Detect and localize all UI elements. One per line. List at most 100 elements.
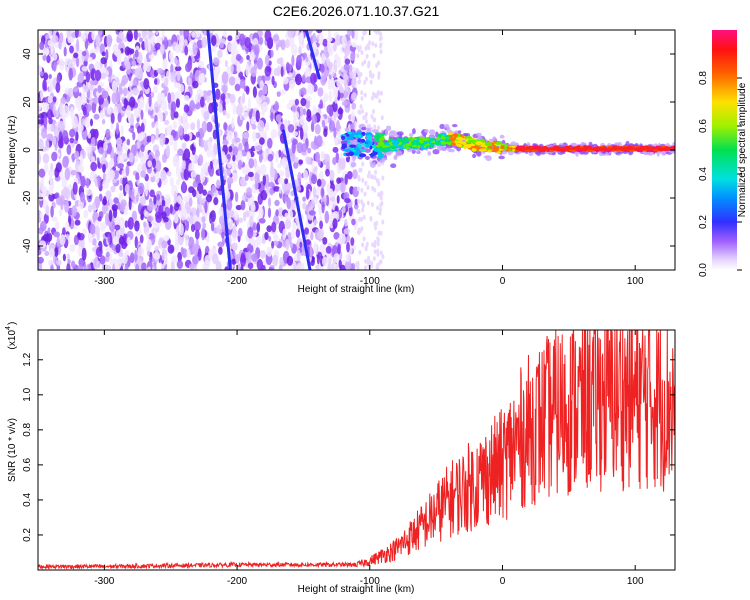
noise-blob — [378, 210, 382, 216]
noise-blob — [277, 163, 282, 169]
noise-blob — [85, 188, 93, 196]
noise-blob — [314, 135, 318, 146]
noise-blob — [323, 92, 329, 103]
noise-blob — [349, 71, 354, 79]
noise-blob — [356, 261, 360, 267]
noise-blob — [360, 50, 364, 56]
noise-blob — [161, 100, 168, 112]
signal-core-blob — [448, 132, 454, 135]
noise-blob — [346, 241, 350, 253]
noise-blob — [40, 50, 46, 56]
noise-blob — [115, 122, 120, 135]
noise-blob — [38, 131, 41, 138]
noise-blob — [279, 89, 287, 95]
noise-blob — [163, 77, 169, 87]
noise-blob — [135, 194, 139, 203]
noise-blob — [173, 212, 179, 224]
noise-blob — [248, 158, 254, 169]
noise-blob — [162, 153, 167, 163]
signal-core-blob — [446, 139, 451, 142]
signal-core-blob — [365, 132, 373, 136]
noise-blob — [230, 158, 237, 172]
noise-blob — [135, 263, 140, 270]
noise-blob — [344, 58, 351, 65]
noise-blob — [271, 221, 277, 233]
noise-blob — [242, 131, 249, 140]
noise-blob — [342, 42, 346, 49]
noise-blob — [66, 262, 71, 270]
noise-blob — [192, 255, 199, 265]
noise-blob — [164, 110, 168, 116]
signal-spread-blob — [408, 133, 414, 137]
noise-blob — [299, 36, 304, 43]
noise-blob — [93, 113, 100, 120]
noise-blob — [234, 191, 239, 203]
noise-blob — [378, 98, 382, 104]
noise-blob — [210, 222, 215, 232]
noise-blob — [285, 38, 290, 49]
signal-core-blob — [456, 140, 463, 144]
noise-blob — [246, 243, 254, 254]
noise-blob — [162, 58, 168, 70]
signal-core-blob — [375, 132, 381, 136]
noise-blob — [270, 49, 274, 58]
noise-blob — [54, 192, 60, 199]
noise-blob — [126, 138, 130, 146]
colorbar: 0.0 0.2 0.4 0.6 0.8 Normalized spectral ampl… — [698, 30, 748, 277]
noise-blob — [344, 198, 351, 204]
noise-blob — [102, 196, 107, 206]
noise-blob — [371, 95, 374, 101]
noise-blob — [222, 110, 227, 116]
noise-blob — [341, 101, 348, 106]
signal-core-blob — [484, 142, 493, 147]
x-tick-label: -100 — [360, 276, 380, 287]
noise-blob — [116, 144, 123, 156]
noise-blob — [200, 138, 204, 148]
noise-blob — [327, 38, 331, 50]
noise-blob — [252, 86, 257, 98]
noise-blob — [107, 233, 111, 243]
noise-blob — [38, 119, 44, 125]
noise-blob — [310, 121, 315, 133]
noise-blob — [134, 49, 139, 58]
noise-blob — [79, 56, 83, 67]
noise-blob — [217, 49, 223, 59]
colorbar-tick-label: 0.6 — [698, 119, 709, 133]
noise-blob — [245, 63, 250, 77]
noise-blob — [327, 262, 332, 270]
noise-blob — [374, 225, 378, 231]
noise-blob — [264, 30, 272, 42]
noise-blob — [81, 66, 88, 72]
noise-blob — [76, 95, 82, 107]
noise-blob — [277, 177, 285, 185]
noise-blob — [51, 35, 59, 44]
noise-blob — [59, 102, 64, 116]
noise-blob — [109, 158, 114, 168]
signal-spread-blob — [439, 123, 445, 130]
noise-blob — [199, 171, 206, 183]
noise-blob — [161, 199, 166, 207]
noise-blob — [50, 205, 54, 218]
noise-blob — [377, 71, 381, 77]
noise-blob — [373, 175, 377, 181]
noise-blob — [177, 251, 183, 262]
noise-blob — [198, 76, 202, 83]
noise-blob — [371, 174, 375, 180]
noise-blob — [335, 87, 339, 99]
noise-blob — [159, 112, 164, 123]
signal-core-blob — [349, 144, 357, 148]
noise-blob — [172, 121, 178, 129]
noise-blob — [42, 79, 47, 91]
noise-blob — [164, 86, 169, 93]
noise-blob — [49, 82, 54, 94]
noise-blob — [372, 91, 375, 97]
noise-blob — [101, 90, 109, 100]
noise-blob — [118, 83, 123, 94]
noise-blob — [319, 220, 323, 230]
noise-blob — [317, 159, 321, 167]
noise-blob — [304, 66, 312, 80]
noise-blob — [91, 101, 97, 114]
noise-blob — [368, 40, 372, 46]
signal-core-blob — [418, 143, 426, 146]
noise-blob — [128, 152, 134, 163]
